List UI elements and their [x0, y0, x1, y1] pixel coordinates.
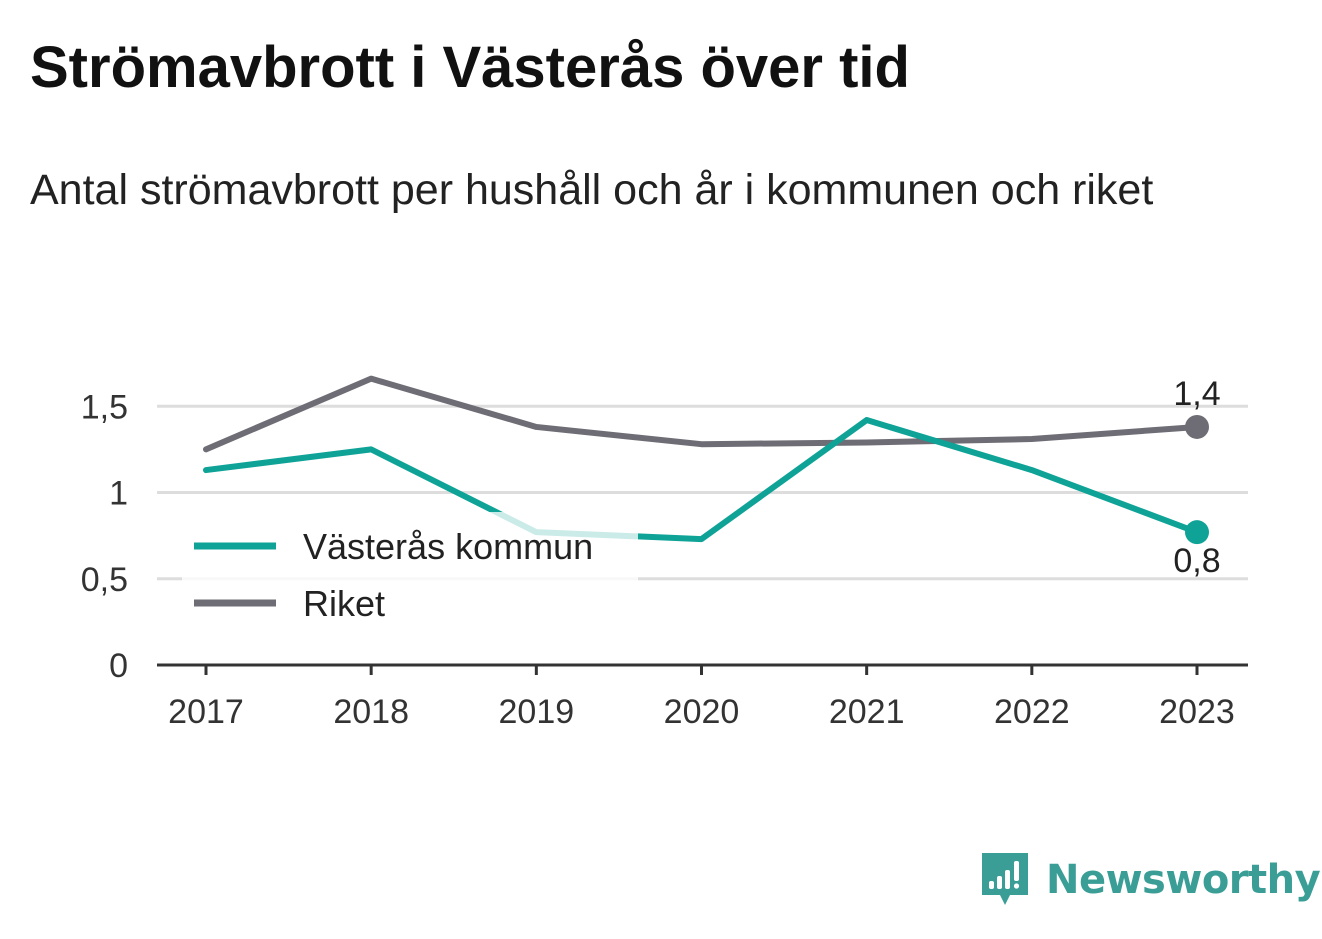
series-lines [203, 375, 1209, 545]
end-value-label: 1,4 [1173, 375, 1220, 413]
series-end-point [1185, 520, 1209, 545]
legend-label: Riket [303, 583, 385, 624]
series-line-riket [203, 375, 1200, 453]
x-tick-label: 2023 [1159, 693, 1235, 731]
series-line-vasteras-kommun [203, 417, 1200, 543]
x-tick-label: 2019 [499, 693, 575, 731]
y-axis-ticks: 0 0,5 1 1,5 [81, 388, 128, 685]
legend-background [182, 512, 638, 630]
legend-label: Västerås kommun [303, 526, 593, 567]
x-tick-label: 2018 [333, 693, 409, 731]
bar-chart-speech-bubble-icon [982, 853, 1028, 905]
series-end-point [1185, 414, 1209, 439]
chart-subtitle: Antal strömavbrott per hushåll och år i … [30, 166, 1154, 214]
brand-name: Newsworthy [1046, 857, 1321, 903]
x-tick-label: 2017 [168, 693, 244, 731]
end-labels: 0,8 1,4 [1173, 375, 1220, 580]
x-axis: 2017 2018 2019 2020 2021 2022 2023 [157, 663, 1248, 731]
y-tick-label: 1 [109, 475, 128, 513]
x-tick-label: 2020 [664, 693, 740, 731]
y-tick-label: 0,5 [81, 561, 128, 599]
newsworthy-logo: Newsworthy [980, 850, 1321, 910]
end-value-label: 0,8 [1173, 542, 1220, 580]
chart-title: Strömavbrott i Västerås över tid [30, 35, 910, 100]
x-tick-label: 2022 [994, 693, 1070, 731]
legend: Västerås kommun Riket [182, 512, 638, 630]
line-chart: 0 0,5 1 1,5 2017 2018 2019 2020 2021 2022 2023 Vä… [81, 375, 1248, 731]
y-tick-label: 1,5 [81, 388, 128, 426]
x-tick-label: 2021 [829, 693, 905, 731]
y-tick-label: 0 [109, 647, 128, 685]
